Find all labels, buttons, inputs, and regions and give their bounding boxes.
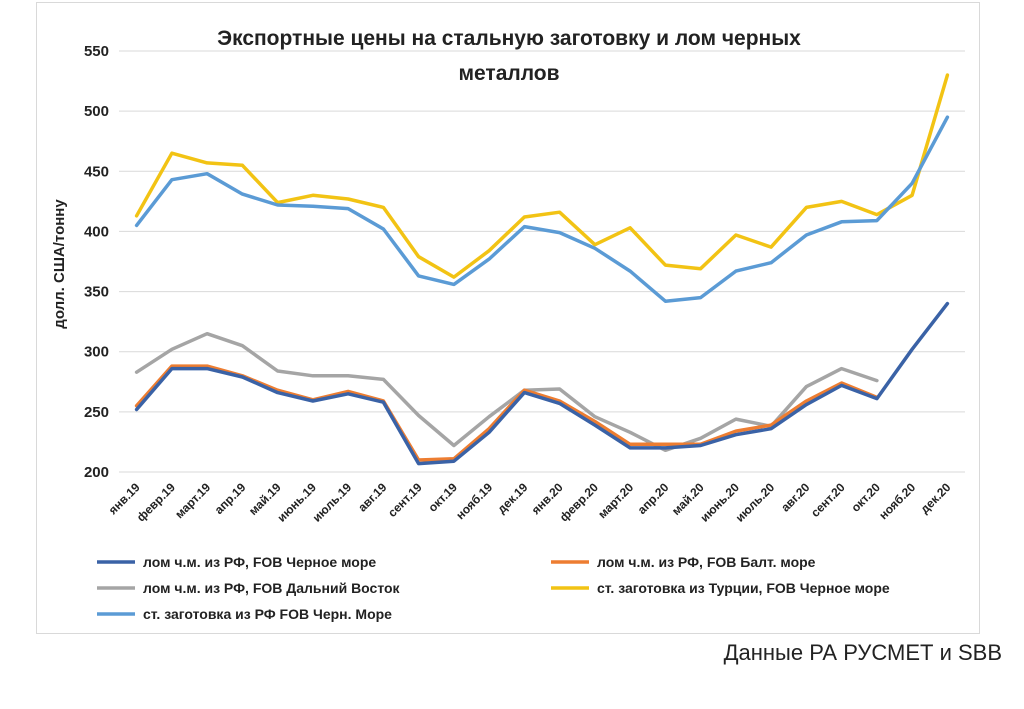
x-tick-labels: янв.19февр.19март.19апр.19май.19июнь.19и… <box>106 480 954 525</box>
legend-label-0: лом ч.м. из РФ, FOB Черное море <box>143 554 376 570</box>
x-tick-label: март.19 <box>172 480 213 521</box>
legend-label-4: ст. заготовка из РФ FOB Черн. Море <box>143 606 392 622</box>
y-tick-450: 450 <box>84 163 109 180</box>
series-line-4 <box>134 115 950 303</box>
x-tick-label: июль.19 <box>310 480 355 525</box>
y-tick-400: 400 <box>84 223 109 240</box>
series-line-2 <box>134 331 879 453</box>
line-chart: Экспортные цены на стальную заготовку и … <box>51 27 965 622</box>
x-tick-label: сент.20 <box>808 480 848 520</box>
x-tick-label: июль.20 <box>733 480 778 525</box>
series-line-0 <box>134 301 950 466</box>
y-tick-labels: 200 250 300 350 400 450 500 550 <box>84 43 109 481</box>
legend-label-2: лом ч.м. из РФ, FOB Дальний Восток <box>143 580 401 596</box>
x-tick-label: февр.20 <box>557 480 601 524</box>
x-tick-label: нояб.20 <box>876 480 918 522</box>
x-tick-label: дек.19 <box>494 480 530 516</box>
gridlines <box>119 50 965 473</box>
x-tick-label: март.20 <box>595 480 636 521</box>
x-tick-label: февр.19 <box>134 480 178 524</box>
y-tick-550: 550 <box>84 43 109 60</box>
y-tick-500: 500 <box>84 103 109 120</box>
x-tick-label: апр.19 <box>212 480 249 517</box>
y-tick-300: 300 <box>84 344 109 361</box>
series-line-3 <box>134 73 950 279</box>
chart-title-line-2: металлов <box>458 62 559 85</box>
y-tick-350: 350 <box>84 284 109 301</box>
legend-label-3: ст. заготовка из Турции, FOB Черное море <box>597 580 890 596</box>
y-axis-label: долл. США/тонну <box>51 199 68 329</box>
x-tick-label: дек.20 <box>917 480 953 516</box>
legend-label-1: лом ч.м. из РФ, FOB Балт. море <box>597 554 816 570</box>
x-tick-label: нояб.19 <box>453 480 495 522</box>
chart-frame: Экспортные цены на стальную заготовку и … <box>36 2 980 634</box>
x-tick-label: апр.20 <box>635 480 672 517</box>
x-tick-label: сент.19 <box>385 480 425 520</box>
series-lines <box>134 73 950 466</box>
y-tick-250: 250 <box>84 404 109 421</box>
source-note: Данные РА РУСМЕТ и SBB <box>723 640 1002 665</box>
chart-title-line-1: Экспортные цены на стальную заготовку и … <box>217 27 801 50</box>
legend: лом ч.м. из РФ, FOB Черное море лом ч.м. … <box>97 554 890 622</box>
y-tick-200: 200 <box>84 464 109 481</box>
